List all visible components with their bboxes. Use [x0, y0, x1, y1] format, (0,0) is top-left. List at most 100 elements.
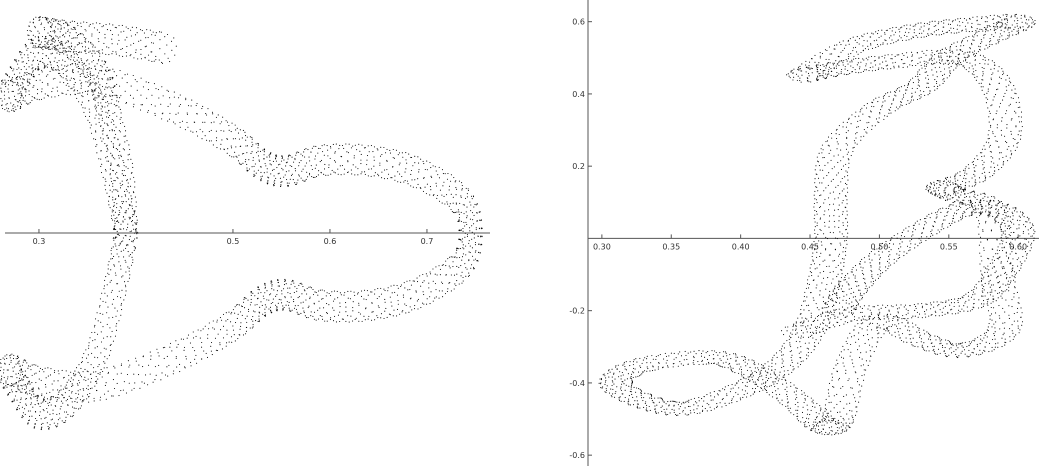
curve-dot	[933, 85, 935, 87]
curve-dot	[331, 169, 333, 172]
curve-dot	[124, 190, 126, 193]
curve-dot	[895, 91, 897, 93]
curve-dot	[436, 274, 438, 276]
curve-dot	[97, 81, 100, 83]
curve-dot	[13, 68, 15, 70]
curve-dot	[89, 23, 91, 26]
curve-dot	[377, 149, 379, 151]
curve-dot	[737, 393, 739, 395]
curve-dot	[838, 133, 840, 136]
curve-dot	[15, 363, 17, 365]
curve-dot	[452, 196, 454, 198]
curve-dot	[155, 55, 157, 58]
curve-dot	[795, 340, 797, 342]
curve-dot	[345, 143, 347, 145]
curve-dot	[301, 283, 303, 285]
curve-dot	[119, 206, 121, 208]
curve-dot	[834, 44, 836, 46]
curve-dot	[709, 406, 711, 408]
curve-dot	[119, 150, 121, 153]
curve-dot	[819, 182, 821, 184]
curve-dot	[608, 392, 611, 394]
curve-dot	[104, 88, 106, 90]
curve-dot	[842, 165, 844, 167]
curve-dot	[940, 71, 942, 73]
curve-dot	[32, 387, 34, 389]
curve-dot	[960, 45, 962, 47]
curve-dot	[114, 335, 117, 337]
curve-dot	[834, 198, 836, 200]
curve-dot	[48, 34, 50, 36]
curve-dot	[867, 45, 869, 47]
curve-dot	[308, 174, 311, 176]
curve-dot	[98, 40, 100, 43]
curve-dot	[200, 330, 202, 332]
curve-dot	[17, 385, 19, 388]
curve-dot	[613, 383, 615, 385]
curve-dot	[345, 320, 347, 322]
curve-dot	[216, 319, 218, 321]
curve-dot	[107, 137, 109, 139]
curve-dot	[791, 354, 793, 356]
curve-dot	[703, 395, 705, 398]
curve-dot	[698, 363, 700, 366]
curve-dot	[112, 24, 114, 26]
curve-dot	[87, 388, 89, 390]
curve-dot	[381, 177, 383, 179]
curve-dot	[325, 174, 327, 176]
curve-dot	[157, 88, 159, 91]
curve-dot	[822, 64, 824, 66]
curve-dot	[22, 61, 24, 63]
curve-dot	[450, 174, 452, 176]
curve-dot	[600, 379, 603, 381]
curve-dot	[45, 65, 47, 67]
curve-dot	[632, 396, 634, 399]
curve-dot	[629, 361, 631, 363]
curve-dot	[43, 97, 45, 99]
curve-dot	[293, 301, 295, 303]
curve-dot	[258, 160, 260, 162]
curve-dot	[95, 375, 97, 378]
curve-dot	[114, 158, 116, 160]
curve-dot	[114, 237, 116, 239]
curve-dot	[177, 112, 179, 114]
curve-dot	[155, 59, 157, 61]
curve-dot	[912, 77, 914, 79]
curve-dot	[11, 67, 13, 69]
curve-dot	[811, 58, 813, 60]
curve-dot	[442, 282, 444, 285]
curve-dot	[72, 406, 74, 408]
curve-dot	[102, 130, 104, 132]
curve-dot	[78, 101, 80, 103]
curve-dot	[934, 67, 936, 69]
curve-dot	[106, 358, 108, 360]
curve-dot	[138, 364, 140, 366]
curve-dot	[123, 201, 125, 203]
curve-dot	[43, 371, 45, 373]
curve-dot	[429, 273, 432, 275]
curve-dot	[915, 23, 917, 25]
curve-dot	[803, 300, 805, 302]
curve-dot	[430, 291, 432, 293]
curve-dot	[304, 165, 306, 167]
curve-dot	[121, 201, 123, 203]
curve-dot	[263, 314, 266, 317]
curve-dot	[1, 91, 3, 93]
curve-dot	[159, 39, 161, 41]
curve-dot	[191, 99, 193, 101]
curve-dot	[95, 138, 97, 141]
curve-dot	[172, 373, 174, 375]
curve-dot	[81, 73, 83, 75]
curve-dot	[77, 63, 79, 65]
curve-dot	[4, 362, 6, 364]
curve-dot	[332, 143, 334, 146]
curve-dot	[106, 135, 108, 137]
curve-dot	[278, 172, 280, 174]
curve-dot	[131, 215, 134, 217]
curve-dot	[59, 47, 61, 49]
curve-dot	[98, 158, 100, 160]
curve-dot	[10, 80, 12, 82]
curve-dot	[460, 265, 462, 267]
curve-dot	[662, 367, 664, 369]
curve-dot	[116, 323, 118, 325]
